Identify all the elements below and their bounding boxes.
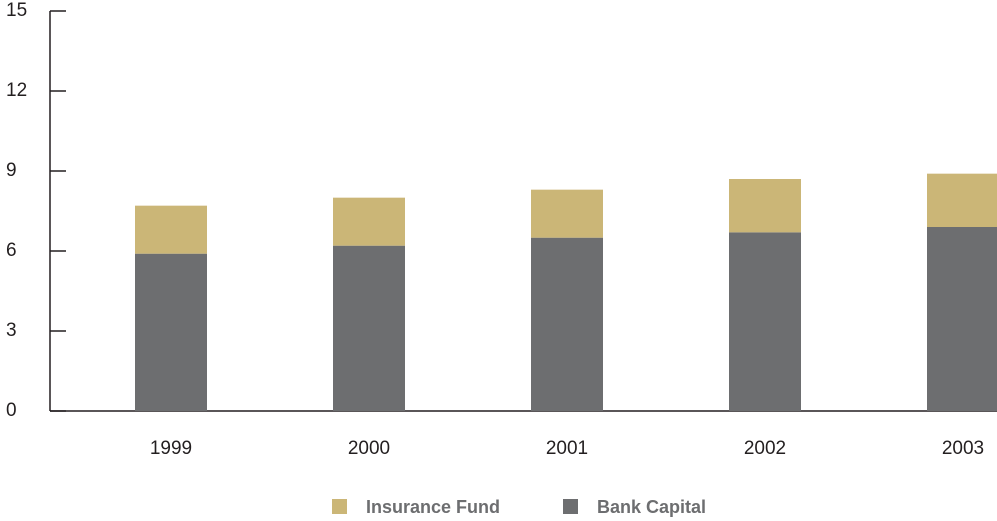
x-tick-label: 2003 xyxy=(942,438,984,459)
x-tick-label: 2002 xyxy=(744,438,786,459)
legend-swatch xyxy=(332,499,347,514)
x-tick-label: 2001 xyxy=(546,438,588,459)
y-tick-label: 15 xyxy=(6,0,27,21)
y-tick-label: 12 xyxy=(6,80,27,101)
bar-segment xyxy=(333,245,405,411)
legend-label: Insurance Fund xyxy=(366,497,500,517)
bar-segment xyxy=(729,179,801,233)
bar-segment xyxy=(135,205,207,254)
legend-label: Bank Capital xyxy=(597,497,706,517)
bar-segment xyxy=(927,227,997,411)
bar-segment xyxy=(531,237,603,411)
bar-segment xyxy=(927,173,997,227)
y-tick-label: 0 xyxy=(6,400,17,421)
y-tick-label: 6 xyxy=(6,240,17,261)
bar-segment xyxy=(531,189,603,238)
y-tick-label: 9 xyxy=(6,160,17,181)
bar-segment xyxy=(729,232,801,411)
x-tick-label: 1999 xyxy=(150,438,192,459)
bar-segment xyxy=(333,197,405,246)
legend-swatch xyxy=(563,499,578,514)
bar-segment xyxy=(135,253,207,411)
y-tick-label: 3 xyxy=(6,320,17,341)
x-tick-label: 2000 xyxy=(348,438,390,459)
